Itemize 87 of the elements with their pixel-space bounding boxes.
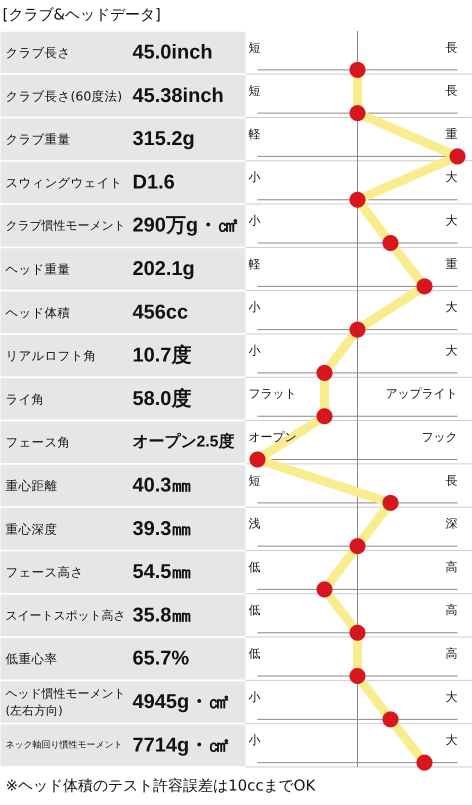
annotation: 小 <box>248 733 260 748</box>
y-tick-label: フェース高さ <box>6 564 84 580</box>
point <box>350 322 366 338</box>
text: 315.2g <box>132 128 195 150</box>
point <box>350 538 366 554</box>
point <box>382 235 398 252</box>
annotation: 高 <box>446 646 458 661</box>
annotation: 短 <box>248 84 260 98</box>
y-tick-label: スイートスポット高さ <box>6 608 126 622</box>
annotation: 大 <box>446 733 458 748</box>
annotation: 軽 <box>248 126 260 141</box>
text: ※ヘッド体積のテスト許容誤差は10ccまでOK <box>6 776 316 795</box>
text: 35.8㎜ <box>132 604 192 626</box>
text: 58.0度 <box>132 386 192 410</box>
text: 45.38inch <box>132 84 224 107</box>
text: D1.6 <box>132 171 175 194</box>
point <box>350 105 366 122</box>
text: 202.1g <box>132 258 195 280</box>
text: 10.7度 <box>132 344 192 367</box>
annotation: フック <box>422 430 458 444</box>
annotation: 低 <box>248 560 260 574</box>
annotation: 長 <box>446 84 458 98</box>
annotation: 小 <box>248 343 260 358</box>
annotation: 重 <box>446 256 458 271</box>
annotation: 大 <box>446 170 458 184</box>
y-tick-label: スウィングウェイト <box>6 174 122 190</box>
annotation: 短 <box>248 473 260 488</box>
annotation: 小 <box>248 300 260 314</box>
text: 45.0inch <box>132 42 213 64</box>
point <box>350 624 366 641</box>
annotation: 小 <box>248 690 260 704</box>
annotation: オープン <box>248 430 296 444</box>
point <box>450 148 466 164</box>
y-tick-label: ヘッド慣性モーメント (左右方向) <box>6 686 126 718</box>
annotation: 小 <box>248 170 260 184</box>
point <box>250 452 266 468</box>
text: 290万g・㎠ <box>132 214 238 237</box>
annotation: 重 <box>446 126 458 141</box>
point <box>416 754 432 771</box>
y-tick-label: ネック軸回り慣性モーメント <box>6 739 122 750</box>
annotation: 深 <box>446 516 458 531</box>
text: 54.5㎜ <box>132 561 192 584</box>
annotation: 軽 <box>248 256 260 271</box>
text: 39.3㎜ <box>132 518 192 540</box>
text: 456cc <box>132 301 188 324</box>
annotation: 浅 <box>248 516 260 531</box>
y-tick-label: フェース角 <box>6 434 70 450</box>
annotation: 短 <box>248 40 260 54</box>
annotation: 大 <box>446 343 458 358</box>
text: 40.3㎜ <box>132 474 192 496</box>
point <box>416 278 432 294</box>
annotation: 低 <box>248 603 260 618</box>
point <box>316 581 332 598</box>
annotation: 長 <box>446 40 458 54</box>
annotation: 低 <box>248 646 260 661</box>
y-tick-label: リアルロフト角 <box>6 348 96 364</box>
annotation: 大 <box>446 300 458 314</box>
point <box>382 494 398 511</box>
text: [クラブ&ヘッドデータ] <box>2 5 161 24</box>
y-tick-label: 重心深度 <box>6 521 58 536</box>
point <box>350 192 366 208</box>
text: オープン2.5度 <box>132 432 234 451</box>
annotation: 小 <box>248 214 260 228</box>
y-tick-label: 重心距離 <box>6 478 58 493</box>
y-tick-label: クラブ長さ(60度法) <box>6 88 122 104</box>
y-tick-label: クラブ長さ <box>6 45 70 60</box>
text: 7714g・㎠ <box>132 734 230 756</box>
y-tick-label: 低重心率 <box>6 651 58 666</box>
annotation: フラット <box>248 386 296 401</box>
y-tick-label: クラブ重量 <box>6 132 70 147</box>
point <box>316 364 332 381</box>
point <box>350 62 366 78</box>
annotation: 高 <box>446 560 458 574</box>
y-tick-label: ライ角 <box>6 391 44 406</box>
annotation: 大 <box>446 690 458 704</box>
point <box>382 711 398 728</box>
point <box>350 668 366 684</box>
y-tick-label: ヘッド体積 <box>6 304 70 320</box>
annotation: 長 <box>446 473 458 488</box>
y-tick-label: ヘッド重量 <box>6 262 70 276</box>
annotation: アップライト <box>386 386 458 401</box>
text: 65.7% <box>132 648 190 670</box>
annotation: 大 <box>446 214 458 228</box>
y-tick-label: クラブ慣性モーメント <box>6 218 126 233</box>
text: 4945g・㎠ <box>132 691 230 713</box>
annotation: 高 <box>446 603 458 618</box>
point <box>316 408 332 424</box>
